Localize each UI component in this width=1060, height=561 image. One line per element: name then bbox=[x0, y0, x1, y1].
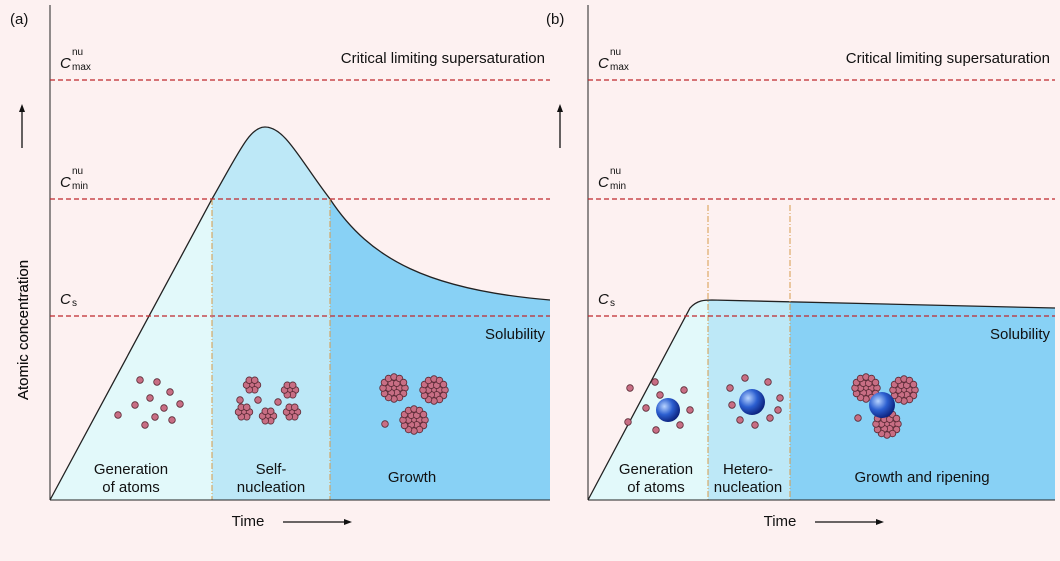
level-superscript: nu bbox=[72, 166, 83, 177]
phase-label: Generation bbox=[619, 461, 693, 478]
atom bbox=[267, 408, 274, 415]
atom bbox=[167, 389, 174, 396]
level-description: Solubility bbox=[485, 326, 546, 343]
atom bbox=[737, 417, 744, 424]
atom bbox=[643, 405, 650, 412]
atom bbox=[243, 404, 250, 411]
phase-label: nucleation bbox=[237, 479, 305, 496]
atom bbox=[169, 417, 176, 424]
level-description: Critical limiting supersaturation bbox=[341, 50, 545, 67]
atom bbox=[775, 407, 782, 414]
level-subscript: min bbox=[72, 181, 88, 192]
atom bbox=[142, 422, 149, 429]
atom bbox=[677, 422, 684, 429]
phase-label: Hetero- bbox=[723, 461, 773, 478]
atom bbox=[627, 385, 634, 392]
seed-particle bbox=[739, 389, 765, 415]
atom bbox=[132, 402, 139, 409]
phase-label: of atoms bbox=[102, 479, 160, 496]
atom bbox=[910, 381, 917, 388]
level-superscript: nu bbox=[610, 47, 621, 58]
atom bbox=[742, 375, 749, 382]
panel-label: (a) bbox=[10, 11, 28, 28]
atom bbox=[275, 399, 282, 406]
atom bbox=[687, 407, 694, 414]
phase-label: Growth and ripening bbox=[854, 469, 989, 486]
x-axis-label: Time bbox=[232, 513, 265, 530]
y-axis-label: Atomic concentration bbox=[15, 260, 32, 400]
phase-label: of atoms bbox=[627, 479, 685, 496]
atom bbox=[727, 385, 734, 392]
atom bbox=[765, 379, 772, 386]
level-description: Critical limiting supersaturation bbox=[846, 50, 1050, 67]
atom bbox=[625, 419, 632, 426]
seed-particle bbox=[869, 392, 895, 418]
atom bbox=[161, 405, 168, 412]
level-symbol: C bbox=[598, 55, 609, 72]
atom bbox=[420, 411, 427, 418]
atom bbox=[154, 379, 161, 386]
figure: (a) Cnu max Critical limiting supersaturati… bbox=[0, 0, 1060, 561]
atom bbox=[653, 427, 660, 434]
atom bbox=[440, 381, 447, 388]
level-subscript: s bbox=[610, 298, 615, 309]
atom bbox=[657, 392, 664, 399]
atom bbox=[137, 377, 144, 384]
x-axis-label: Time bbox=[764, 513, 797, 530]
atom bbox=[729, 402, 736, 409]
level-subscript: max bbox=[72, 62, 91, 73]
atom bbox=[777, 395, 784, 402]
level-subscript: min bbox=[610, 181, 626, 192]
level-symbol: C bbox=[598, 174, 609, 191]
atom bbox=[382, 421, 389, 428]
atom bbox=[400, 379, 407, 386]
level-symbol: C bbox=[60, 174, 71, 191]
atom bbox=[872, 379, 879, 386]
phase-label: Generation bbox=[94, 461, 168, 478]
phase-label: nucleation bbox=[714, 479, 782, 496]
phase-label: Self- bbox=[256, 461, 287, 478]
atom bbox=[767, 415, 774, 422]
atom bbox=[255, 397, 262, 404]
phase-label: Growth bbox=[388, 469, 436, 486]
atom bbox=[681, 387, 688, 394]
level-description: Solubility bbox=[990, 326, 1051, 343]
atom bbox=[855, 415, 862, 422]
level-subscript: s bbox=[72, 298, 77, 309]
atom bbox=[289, 382, 296, 389]
atom bbox=[291, 404, 298, 411]
atom bbox=[147, 395, 154, 402]
atom bbox=[251, 377, 258, 384]
atom bbox=[152, 414, 159, 421]
seed-particle bbox=[656, 398, 680, 422]
level-symbol: C bbox=[598, 291, 609, 308]
panel-label: (b) bbox=[546, 11, 564, 28]
level-symbol: C bbox=[60, 291, 71, 308]
atom bbox=[752, 422, 759, 429]
level-superscript: nu bbox=[72, 47, 83, 58]
atom bbox=[177, 401, 184, 408]
atom bbox=[237, 397, 244, 404]
atom bbox=[893, 415, 900, 422]
level-symbol: C bbox=[60, 55, 71, 72]
level-superscript: nu bbox=[610, 166, 621, 177]
level-subscript: max bbox=[610, 62, 629, 73]
atom bbox=[115, 412, 122, 419]
atom bbox=[652, 379, 659, 386]
